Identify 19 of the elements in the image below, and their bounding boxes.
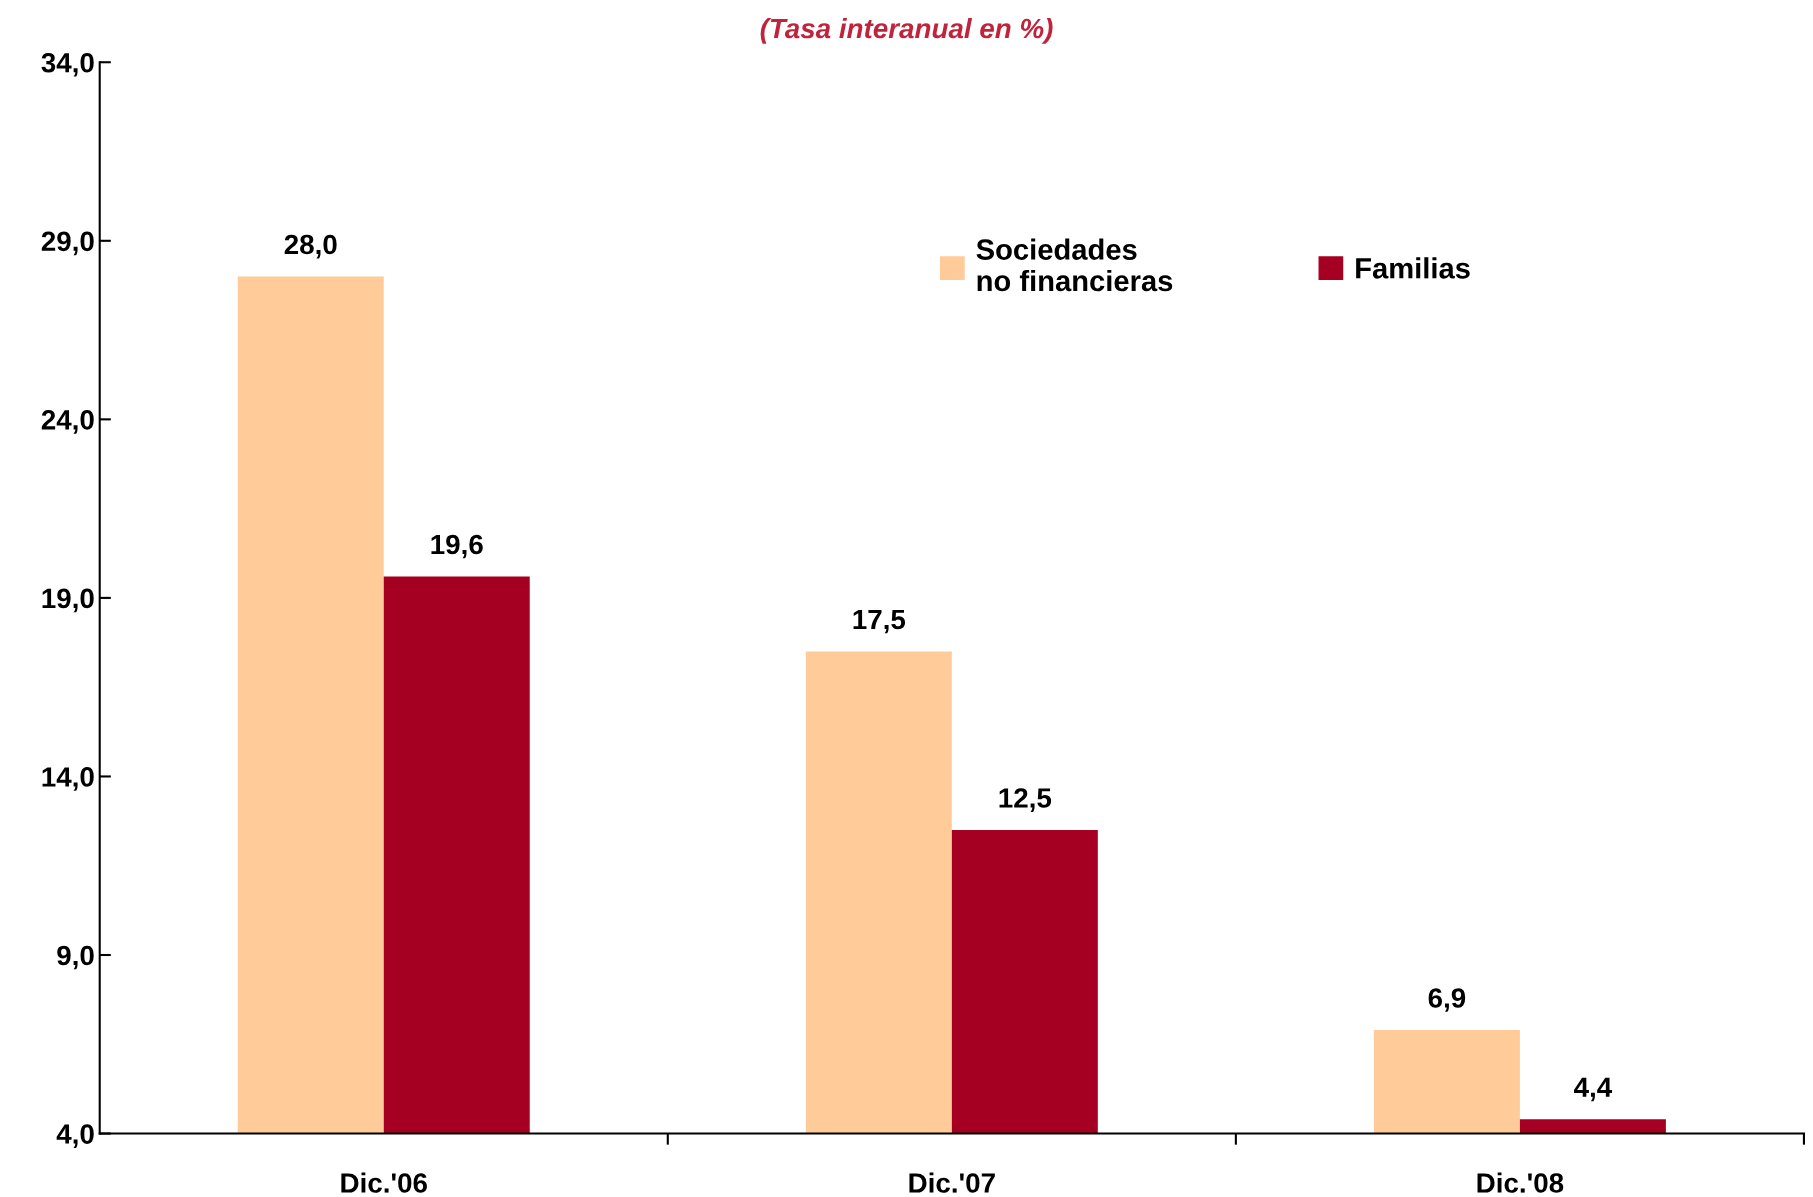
x-tick-label: Dic.'07 xyxy=(909,1172,995,1193)
chart-subtitle: (Tasa interanual en %) xyxy=(760,17,1053,44)
x-tick-label: Dic.'08 xyxy=(1477,1172,1564,1193)
data-label: 6,9 xyxy=(1428,988,1466,1012)
y-tick-label: 24,0 xyxy=(41,410,94,434)
y-tick-label: 19,0 xyxy=(42,588,94,613)
legend-label: Sociedades no financieras xyxy=(976,238,1173,292)
y-tick-label: 29,0 xyxy=(41,231,94,256)
x-tick-label: Dic.'06 xyxy=(341,1172,427,1193)
data-label: 28,0 xyxy=(284,234,337,259)
y-tick-label: 34,0 xyxy=(41,52,94,77)
data-label: 12,5 xyxy=(999,788,1052,812)
y-tick-label: 4,0 xyxy=(56,1124,94,1148)
data-label: 17,5 xyxy=(853,609,906,634)
legend-label: Familias xyxy=(1356,257,1470,279)
data-label: 4,4 xyxy=(1574,1077,1613,1102)
data-label: 19,6 xyxy=(431,534,483,559)
y-tick-label: 14,0 xyxy=(42,767,94,791)
y-tick-label: 9,0 xyxy=(57,945,94,970)
